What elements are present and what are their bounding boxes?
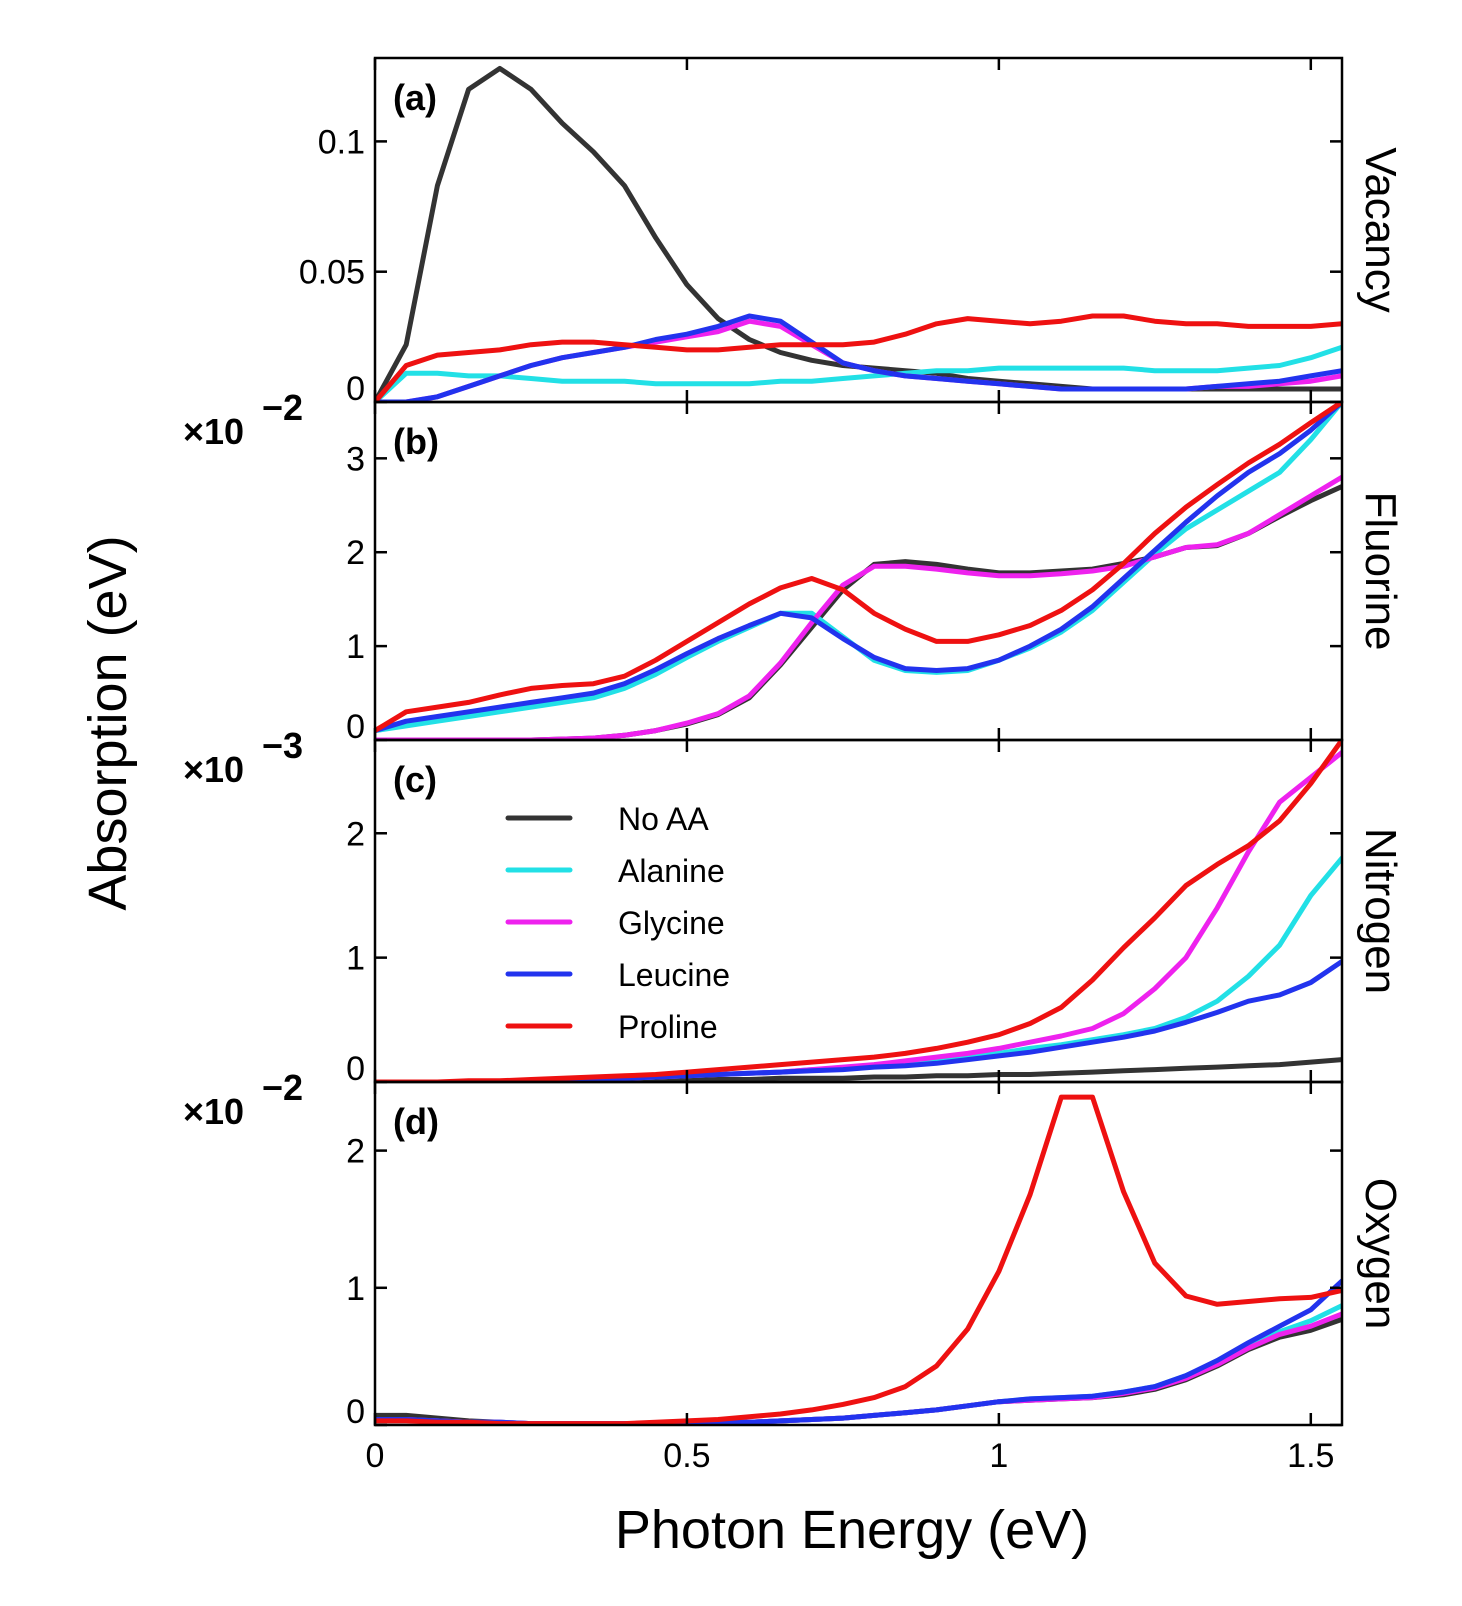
panel-nitrogen-ytick-label: 2 bbox=[346, 815, 365, 853]
panel-oxygen-ytick-label: 0 bbox=[346, 1393, 365, 1431]
panel-vacancy-ytick-label: 0.05 bbox=[299, 254, 365, 292]
panel-fluorine-series-group bbox=[375, 402, 1342, 740]
panel-oxygen-frame bbox=[373, 1080, 1344, 1427]
x-axis-title: Photon Energy (eV) bbox=[615, 1500, 1089, 1560]
panel-oxygen-line-proline bbox=[375, 1094, 1342, 1425]
x-tick-labels: 0 0.5 1 1.5 bbox=[366, 1437, 1335, 1475]
panels-layer: 0 0.05 0.1 (a) Vacancy 0 1 2 3 (b) Fluorine ×10 −2 0 1… bbox=[183, 56, 1405, 1475]
panel-vacancy-frame bbox=[373, 56, 1344, 404]
panel-vacancy-tag: (a) bbox=[393, 77, 437, 118]
panel-nitrogen-ytick-label: 1 bbox=[346, 940, 365, 978]
panel-nitrogen-tag: (c) bbox=[393, 759, 437, 800]
panel-fluorine-ytick-label: 2 bbox=[346, 534, 365, 572]
panel-vacancy-line-alanine bbox=[375, 344, 1342, 402]
panel-nitrogen-frame bbox=[373, 738, 1344, 1084]
legend-label-no-aa: No AA bbox=[618, 801, 709, 837]
panel-fluorine-tag: (b) bbox=[393, 421, 439, 462]
panel-oxygen-ytick-label: 2 bbox=[346, 1133, 365, 1171]
legend-label-proline: Proline bbox=[618, 1009, 718, 1045]
legend-label-glycine: Glycine bbox=[618, 905, 725, 941]
panel-nitrogen-line-no-aa bbox=[375, 1057, 1342, 1082]
panel-vacancy-line-leucine bbox=[375, 313, 1342, 402]
panel-fluorine-multiplier: ×10 bbox=[183, 411, 244, 452]
panel-oxygen-multiplier: ×10 bbox=[183, 1091, 244, 1132]
panel-nitrogen-line-proline bbox=[375, 740, 1342, 1082]
panel-vacancy-ytick-label: 0 bbox=[346, 370, 365, 408]
y-axis-title: Absorption (eV) bbox=[78, 535, 138, 910]
legend-label-alanine: Alanine bbox=[618, 853, 725, 889]
legend: No AA Alanine Glycine Leucine Proline bbox=[505, 801, 730, 1045]
panel-fluorine-ytick-label: 3 bbox=[346, 440, 365, 478]
panel-nitrogen-series-group bbox=[375, 740, 1342, 1082]
panel-nitrogen-multiplier: ×10 bbox=[183, 749, 244, 790]
panel-oxygen-ytick-label: 1 bbox=[346, 1270, 365, 1308]
panel-nitrogen-side-label: Nitrogen bbox=[1356, 828, 1405, 994]
panel-fluorine-line-leucine bbox=[375, 402, 1342, 734]
panel-fluorine: 0 1 2 3 (b) Fluorine ×10 −2 bbox=[183, 387, 1405, 746]
panel-oxygen-side-label: Oxygen bbox=[1356, 1178, 1405, 1330]
panel-fluorine-side-label: Fluorine bbox=[1356, 492, 1405, 651]
panel-vacancy-series-group bbox=[375, 65, 1342, 402]
panel-oxygen: 0 1 2 (d) Oxygen ×10 −2 bbox=[183, 1067, 1405, 1431]
panel-nitrogen-line-alanine bbox=[375, 855, 1342, 1082]
panel-nitrogen: 0 1 2 (c) Nitrogen ×10 −3 bbox=[183, 725, 1405, 1088]
panel-vacancy-line-proline bbox=[375, 313, 1342, 402]
panel-nitrogen-ytick-label: 0 bbox=[346, 1050, 365, 1088]
x-tick-label: 0.5 bbox=[663, 1437, 710, 1475]
panel-nitrogen-line-glycine bbox=[375, 749, 1342, 1082]
x-tick-label: 1.5 bbox=[1287, 1437, 1334, 1475]
panel-vacancy-side-label: Vacancy bbox=[1356, 147, 1405, 313]
panel-fluorine-line-proline bbox=[375, 402, 1342, 734]
x-tick-label: 0 bbox=[366, 1437, 385, 1475]
panel-fluorine-ytick-label: 0 bbox=[346, 708, 365, 746]
panel-fluorine-multiplier-exponent: −2 bbox=[262, 387, 303, 428]
panel-vacancy-ytick-label: 0.1 bbox=[318, 123, 365, 161]
panel-fluorine-ytick-label: 1 bbox=[346, 628, 365, 666]
panel-nitrogen-multiplier-exponent: −3 bbox=[262, 725, 303, 766]
panel-fluorine-line-alanine bbox=[375, 402, 1342, 734]
panel-vacancy-line-no-aa bbox=[375, 65, 1342, 402]
panel-oxygen-tag: (d) bbox=[393, 1101, 439, 1142]
panel-oxygen-series-group bbox=[375, 1094, 1342, 1425]
legend-label-leucine: Leucine bbox=[618, 957, 730, 993]
x-tick-label: 1 bbox=[989, 1437, 1008, 1475]
panel-oxygen-multiplier-exponent: −2 bbox=[262, 1067, 303, 1108]
panel-oxygen-line-alanine bbox=[375, 1303, 1342, 1425]
panel-vacancy: 0 0.05 0.1 (a) Vacancy bbox=[299, 56, 1405, 408]
panel-fluorine-line-glycine bbox=[375, 474, 1342, 740]
